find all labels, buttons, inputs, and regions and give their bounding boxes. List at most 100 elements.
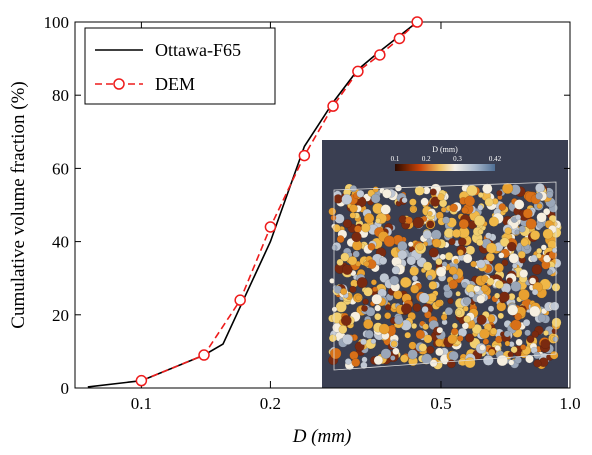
particle [380,204,391,215]
colorbar-tick-label: 0.1 [391,155,400,163]
particle [336,235,345,244]
particle [422,323,429,331]
cube-outline [333,181,557,371]
particle [508,359,515,366]
particle [457,237,467,247]
particle [496,190,503,197]
colorbar [395,164,495,171]
particle [526,335,535,344]
particle [452,273,459,280]
particle [370,279,377,286]
particle [416,243,424,251]
particle [431,229,442,241]
particle [331,306,338,313]
particle [329,278,335,284]
particle [400,276,412,288]
particle [410,284,420,294]
particle [510,281,522,292]
particle [401,197,408,204]
particle [330,214,337,221]
particle [415,329,425,340]
particle [365,306,376,317]
particle [333,194,343,204]
x-tick-label: 0.5 [430,394,451,413]
particle [477,204,484,211]
particle [422,261,433,271]
particle [457,249,464,256]
particle [506,241,517,252]
particle [374,304,382,312]
particle [507,351,514,358]
particle [471,324,483,335]
y-tick-label: 100 [44,13,70,32]
particle [328,334,337,343]
particle [349,212,356,219]
particle [428,247,439,258]
particle [465,245,476,255]
particle [540,338,551,349]
data-point [393,32,406,45]
colorbar-tick-label: 0.3 [453,155,462,163]
particle [397,249,408,260]
plot-frame [74,21,571,389]
particle [447,334,458,345]
particle [448,279,458,290]
particle [486,277,495,286]
particle [514,312,522,321]
particle [390,355,396,361]
particle [449,203,459,213]
particle [506,277,513,285]
particle [476,259,486,269]
particle [482,338,490,345]
particle [426,274,433,281]
particle [448,350,459,361]
particle [447,298,454,305]
particle [394,315,404,325]
particle [382,188,392,199]
particle [536,221,544,229]
particle [363,287,373,297]
particle [461,322,470,330]
series-line [141,21,418,382]
particle [514,229,520,235]
particle [448,238,456,246]
colorbar-tick-label: 0.42 [489,155,502,163]
particle [439,253,446,261]
particle [479,328,490,340]
particle [406,255,416,266]
particle [512,263,518,269]
particle [531,330,539,338]
particle [453,258,459,265]
y-tick-label: 40 [52,233,69,252]
particle [409,198,417,206]
particle [404,331,412,339]
y-tick-label: 0 [61,379,70,398]
particle-cube [328,182,562,370]
particle [336,258,344,266]
particle [411,275,419,282]
particle [370,338,377,345]
particle [426,345,435,355]
particle [488,348,496,357]
particle [533,359,542,368]
particle [520,344,527,351]
particle [535,183,545,193]
particle [422,229,432,240]
particle [373,355,384,365]
particle [487,305,495,312]
particle [371,293,383,305]
particle [514,199,525,210]
particle [503,330,511,338]
particle [451,327,459,336]
particle [552,336,559,342]
data-point [234,294,246,306]
particle [485,232,492,239]
particle [355,294,362,301]
particle [455,309,463,316]
particle [344,358,352,365]
particle [462,305,469,312]
particle [414,185,425,196]
particle [409,266,419,277]
particle [458,218,469,230]
